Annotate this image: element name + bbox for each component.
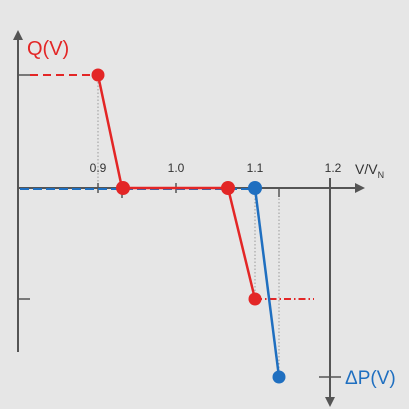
q-point-1 bbox=[91, 68, 105, 82]
p-curve bbox=[253, 187, 281, 378]
q-axis-label: Q(V) bbox=[27, 38, 69, 60]
q-point-4 bbox=[248, 292, 262, 306]
guide-lines bbox=[97, 75, 280, 377]
p-point-2 bbox=[272, 370, 286, 384]
q-curve-points bbox=[91, 68, 262, 306]
p-point-1 bbox=[248, 181, 262, 195]
q-curve bbox=[96, 74, 257, 300]
x-tick-label-1.1: 1.1 bbox=[247, 161, 264, 175]
q-point-3 bbox=[221, 181, 235, 195]
x-axis-label-main: V/V bbox=[355, 161, 378, 177]
x-tick-label-1.2: 1.2 bbox=[325, 161, 342, 175]
p-axis-label: ΔP(V) bbox=[345, 368, 396, 389]
axis-ticks bbox=[18, 74, 341, 378]
q-point-2 bbox=[116, 181, 130, 195]
x-axis-label: V/VN bbox=[355, 161, 384, 180]
x-tick-label-1.0: 1.0 bbox=[168, 161, 185, 175]
x-axis-label-sub: N bbox=[378, 170, 385, 180]
p-curve-points bbox=[248, 181, 286, 384]
x-tick-label-0.9: 0.9 bbox=[90, 161, 107, 175]
